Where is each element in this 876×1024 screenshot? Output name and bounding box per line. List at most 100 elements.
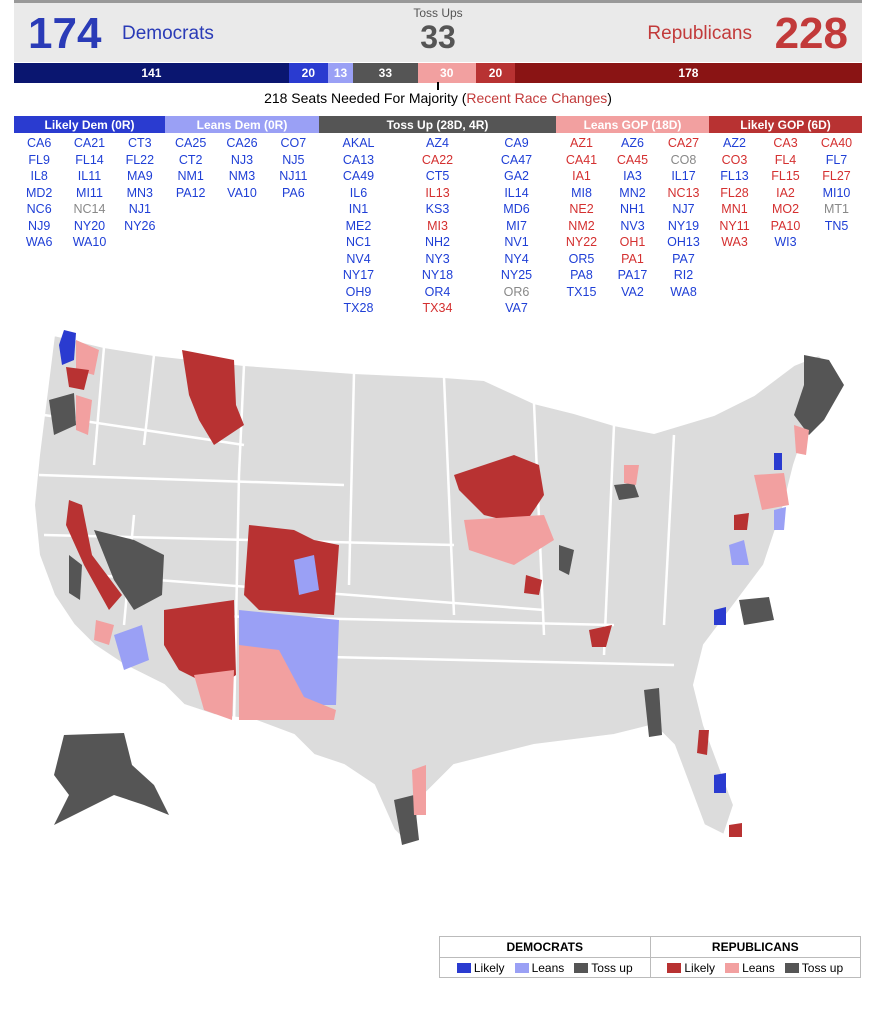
race-nc6[interactable]: NC6 [26,202,52,216]
race-nv1[interactable]: NV1 [504,235,529,249]
race-ga2[interactable]: GA2 [503,169,529,183]
race-nj5[interactable]: NJ5 [282,152,305,167]
race-tn5[interactable]: TN5 [824,218,849,233]
race-ny26[interactable]: NY26 [124,218,156,233]
race-nj3[interactable]: NJ3 [230,152,254,167]
race-ne2[interactable]: NE2 [569,202,594,216]
recent-race-changes-link[interactable]: Recent Race Changes [466,90,608,106]
race-nc1[interactable]: NC1 [345,235,371,249]
race-mi10[interactable]: MI10 [822,185,851,200]
race-ia1[interactable]: IA1 [572,169,591,183]
race-ny17[interactable]: NY17 [342,268,375,282]
race-nj9[interactable]: NJ9 [28,218,51,233]
race-ca9[interactable]: CA9 [504,136,529,150]
race-oh13[interactable]: OH13 [667,235,700,249]
race-wi3[interactable]: WI3 [774,235,797,249]
race-nj1[interactable]: NJ1 [128,202,151,216]
race-fl13[interactable]: FL13 [720,169,749,183]
race-wa8[interactable]: WA8 [670,284,697,299]
race-fl27[interactable]: FL27 [822,169,851,183]
race-nh1[interactable]: NH1 [619,202,645,216]
race-ca22[interactable]: CA22 [421,152,454,167]
race-md6[interactable]: MD6 [503,202,530,216]
race-ny11[interactable]: NY11 [719,218,750,233]
race-va7[interactable]: VA7 [505,301,528,315]
race-mi8[interactable]: MI8 [571,185,592,200]
race-fl7[interactable]: FL7 [825,152,848,167]
race-ct2[interactable]: CT2 [178,152,203,167]
race-or4[interactable]: OR4 [424,284,451,299]
race-il11[interactable]: IL11 [77,169,102,183]
race-wa10[interactable]: WA10 [72,235,107,249]
race-ny19[interactable]: NY19 [667,218,700,233]
race-ca49[interactable]: CA49 [342,169,375,183]
race-nm3[interactable]: NM3 [228,169,256,183]
race-wa3[interactable]: WA3 [721,235,748,249]
race-tx28[interactable]: TX28 [343,301,374,315]
race-fl28[interactable]: FL28 [720,185,749,200]
race-fl4[interactable]: FL4 [774,152,797,167]
race-ny22[interactable]: NY22 [565,235,598,249]
race-nc14[interactable]: NC14 [73,202,106,216]
race-fl9[interactable]: FL9 [28,152,50,167]
race-tx15[interactable]: TX15 [566,284,597,299]
race-mi7[interactable]: MI7 [506,218,527,233]
race-ca21[interactable]: CA21 [73,136,106,150]
race-in1[interactable]: IN1 [348,202,369,216]
race-nj11[interactable]: NJ11 [279,169,308,183]
race-ca40[interactable]: CA40 [820,136,853,150]
race-ca41[interactable]: CA41 [565,152,598,167]
race-ia3[interactable]: IA3 [623,169,642,183]
race-me2[interactable]: ME2 [345,218,372,233]
race-co3[interactable]: CO3 [721,152,748,167]
race-co7[interactable]: CO7 [280,136,307,150]
race-nm1[interactable]: NM1 [177,169,204,183]
race-fl22[interactable]: FL22 [125,152,155,167]
race-va2[interactable]: VA2 [621,284,644,299]
race-or6[interactable]: OR6 [503,284,530,299]
race-ca25[interactable]: CA25 [175,136,207,150]
race-il17[interactable]: IL17 [671,169,696,183]
race-mn1[interactable]: MN1 [721,202,748,216]
race-nv3[interactable]: NV3 [620,218,645,233]
race-mt1[interactable]: MT1 [824,202,849,216]
race-pa1[interactable]: PA1 [621,251,644,266]
race-pa17[interactable]: PA17 [617,268,648,282]
race-az6[interactable]: AZ6 [621,136,644,150]
race-oh9[interactable]: OH9 [345,284,372,299]
race-ma9[interactable]: MA9 [126,169,153,183]
race-mi11[interactable]: MI11 [76,185,103,200]
race-ca27[interactable]: CA27 [667,136,700,150]
race-ny4[interactable]: NY4 [504,251,529,266]
race-nc13[interactable]: NC13 [667,185,700,200]
race-nj7[interactable]: NJ7 [672,202,695,216]
race-il6[interactable]: IL6 [349,185,368,200]
race-mn2[interactable]: MN2 [619,185,646,200]
race-ca26[interactable]: CA26 [226,136,258,150]
race-pa7[interactable]: PA7 [672,251,695,266]
race-il14[interactable]: IL14 [504,185,529,200]
race-ny25[interactable]: NY25 [500,268,533,282]
race-fl14[interactable]: FL14 [75,152,104,167]
race-az2[interactable]: AZ2 [723,136,746,150]
race-il13[interactable]: IL13 [425,185,450,200]
race-ny3[interactable]: NY3 [425,251,450,266]
race-ct3[interactable]: CT3 [128,136,152,150]
race-az4[interactable]: AZ4 [426,136,449,150]
race-va10[interactable]: VA10 [227,185,257,200]
race-fl15[interactable]: FL15 [771,169,800,183]
race-or5[interactable]: OR5 [568,251,595,266]
race-nv4[interactable]: NV4 [346,251,371,266]
race-oh1[interactable]: OH1 [619,235,646,249]
race-ks3[interactable]: KS3 [425,202,450,216]
race-co8[interactable]: CO8 [670,152,697,167]
race-az1[interactable]: AZ1 [570,136,593,150]
race-pa6[interactable]: PA6 [281,185,305,200]
race-nm2[interactable]: NM2 [568,218,595,233]
race-tx34[interactable]: TX34 [422,301,453,315]
race-ny20[interactable]: NY20 [73,218,106,233]
race-ca45[interactable]: CA45 [616,152,649,167]
race-mi3[interactable]: MI3 [427,218,448,233]
race-ca6[interactable]: CA6 [27,136,52,150]
race-akal[interactable]: AKAL [342,136,375,150]
